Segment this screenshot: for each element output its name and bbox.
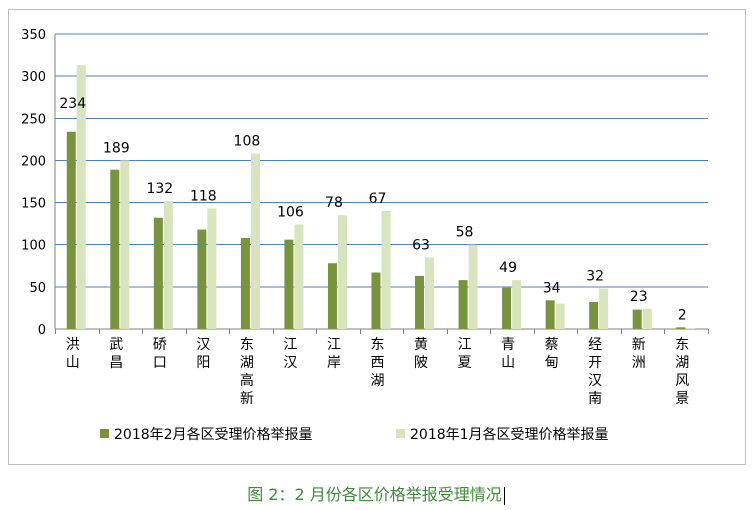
data-label: 23 [630,289,648,305]
legend-label-0: 2018年2月各区受理价格举报量 [114,427,313,443]
data-label: 189 [103,140,130,156]
x-tick-label: 东西湖 [371,337,385,389]
data-label: 106 [277,204,304,220]
legend-swatch-0 [100,429,109,438]
data-label: 63 [412,237,430,253]
bar-feb-14 [676,327,686,329]
bar-jan-3 [207,208,217,329]
x-tick-label: 青山 [501,337,515,371]
bar-feb-7 [371,272,381,329]
bar-jan-9 [468,244,478,329]
x-tick-label: 东湖高新 [240,337,254,407]
x-tick-label: 硚口 [153,337,167,371]
y-tick-label: 150 [21,197,46,212]
y-tick-label: 100 [21,239,46,254]
data-label: 49 [499,260,517,276]
chart-frame [8,9,746,465]
bar-feb-0 [66,131,76,329]
bar-feb-3 [197,229,207,329]
bar-jan-8 [425,257,435,329]
data-label: 132 [146,181,173,197]
y-tick-label: 250 [21,112,46,127]
bar-jan-12 [599,288,609,329]
x-tick-label: 武昌 [109,337,123,371]
bar-feb-4 [240,237,250,329]
bar-jan-13 [642,308,652,329]
x-tick-label: 江岸 [327,337,341,371]
y-tick-label: 0 [38,323,46,338]
bar-jan-1 [120,160,130,329]
data-label: 78 [325,195,343,211]
data-label: 32 [586,269,604,285]
legend-swatch-1 [396,429,405,438]
bar-chart: 050100150200250300350234洪山189武昌132硚口118汉… [21,28,709,443]
bar-feb-10 [502,287,512,329]
bar-feb-8 [415,275,425,329]
bar-jan-0 [76,65,86,329]
data-label: 67 [369,191,387,207]
x-tick-label: 洪山 [66,337,80,371]
data-label: 234 [59,96,86,112]
bar-feb-5 [284,239,294,329]
bar-feb-11 [545,300,555,329]
bar-jan-14 [686,328,696,329]
bar-jan-5 [294,224,304,329]
data-label: 34 [543,280,561,296]
bar-feb-12 [589,302,599,329]
bar-feb-1 [110,169,120,329]
x-tick-label: 东湖风景 [675,337,689,407]
data-label: 118 [190,188,217,204]
bar-jan-4 [250,153,260,329]
y-tick-label: 50 [29,281,46,296]
bar-feb-9 [458,280,468,329]
x-tick-label: 经开汉南 [588,337,602,407]
bar-jan-11 [555,303,565,329]
x-tick-label: 汉阳 [196,337,210,371]
figure-caption: 图 2：2 月份各区价格举报受理情况 [0,481,752,505]
bar-jan-7 [381,211,391,329]
bar-feb-6 [327,263,337,329]
y-tick-label: 200 [21,154,46,169]
bar-jan-10 [512,280,522,329]
legend-label-1: 2018年1月各区受理价格举报量 [410,427,609,443]
x-tick-label: 黄陂 [414,336,428,371]
data-label: 58 [456,225,474,241]
x-tick-label: 蔡甸 [545,337,559,371]
x-tick-label: 江汉 [283,337,297,371]
bar-feb-2 [153,217,163,329]
bar-jan-6 [337,215,347,329]
y-tick-label: 350 [21,28,46,43]
data-label: 2 [678,307,687,323]
x-tick-label: 新洲 [632,337,646,371]
bar-feb-13 [632,309,642,329]
y-tick-label: 300 [21,70,46,85]
figure-caption-text: 图 2：2 月份各区价格举报受理情况 [247,485,502,504]
data-label: 108 [234,134,261,150]
x-tick-label: 江夏 [458,337,472,371]
bar-jan-2 [163,200,173,329]
text-cursor [503,486,505,505]
